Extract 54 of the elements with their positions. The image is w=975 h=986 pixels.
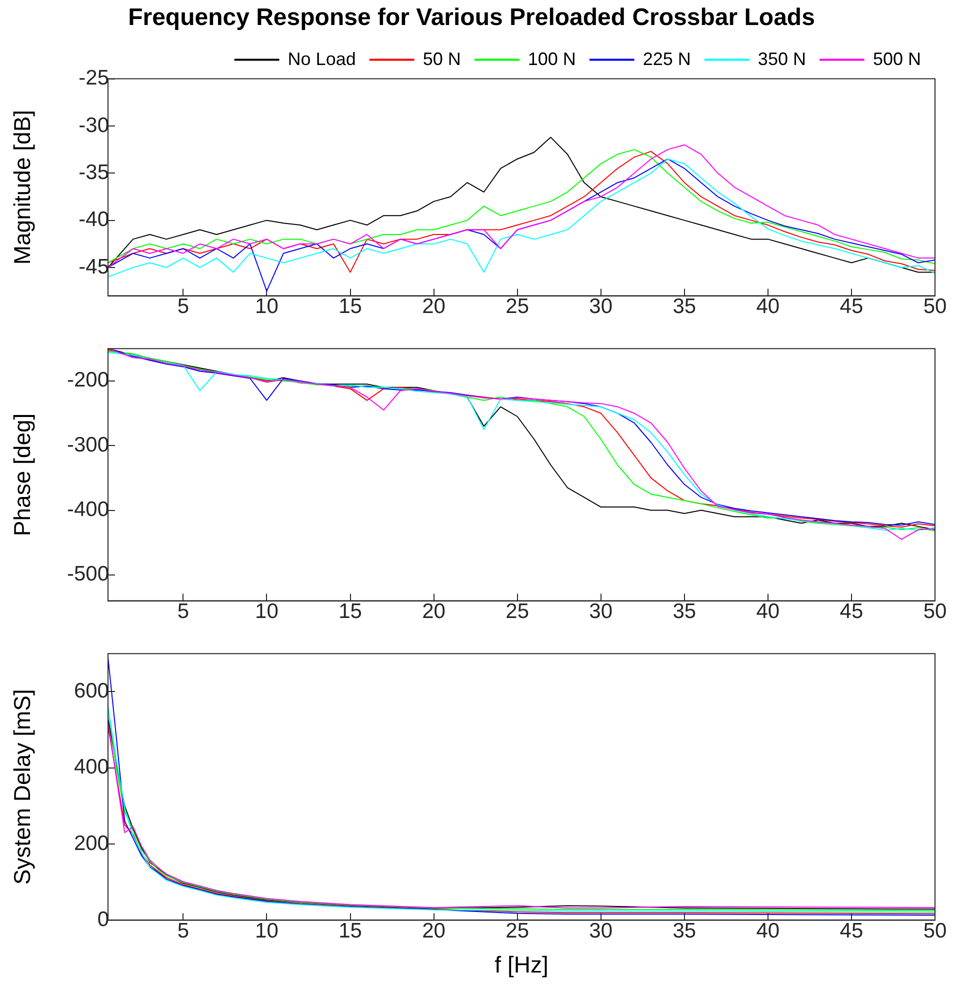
y-tick-label: -45 [78,255,109,278]
y-tick-label: -40 [78,208,109,232]
x-tick-label: 50 [923,920,947,943]
legend-label: 50 N [422,48,461,69]
y-tick-label: -25 [78,66,109,90]
x-tick-label: 35 [672,295,696,318]
x-tick-label: 25 [506,600,530,624]
chart-title: Frequency Response for Various Preloaded Crossbar Loads [128,4,815,32]
legend-label: 500 N [872,48,922,69]
x-axis-title: f [Hz] [494,952,548,978]
x-tick-label: 25 [506,920,530,943]
legend-label: 350 N [758,48,806,69]
x-tick-label: 30 [589,600,613,624]
x-tick-label: 35 [672,920,696,943]
y-tick-label: -300 [66,433,109,456]
x-tick-label: 10 [255,600,278,624]
x-tick-label: 10 [255,920,278,943]
y-axis-title: Phase [deg] [9,413,36,536]
x-tick-label: 20 [422,600,446,624]
y-tick-label: -200 [66,368,109,392]
y-axis-title: Magnitude [dB] [9,110,36,265]
x-tick-label: 25 [506,295,530,318]
x-tick-label: 5 [177,920,190,943]
x-tick-label: 40 [756,600,780,624]
y-tick-label: -400 [66,498,109,522]
x-tick-label: 20 [422,295,446,318]
x-tick-label: 50 [923,295,947,318]
x-tick-label: 45 [840,295,864,318]
x-tick-label: 20 [422,920,446,943]
x-tick-label: 40 [756,920,780,943]
x-tick-label: 5 [177,600,190,624]
x-tick-label: 15 [338,920,362,943]
x-tick-label: 15 [338,600,362,624]
x-tick-label: 15 [338,295,362,318]
y-axis-title: System Delay [mS] [9,689,36,885]
x-tick-label: 40 [756,295,780,318]
legend-label: 100 N [528,48,576,69]
y-tick-label: 200 [74,832,109,855]
legend-label: 225 N [642,48,691,69]
x-tick-label: 10 [255,295,278,318]
y-tick-label: -30 [78,114,109,137]
y-tick-label: -500 [66,562,109,586]
legend-label: No Load [288,48,356,69]
x-tick-label: 45 [840,920,864,943]
x-tick-label: 30 [589,295,613,318]
x-tick-label: 35 [672,600,696,624]
y-tick-label: 400 [74,756,109,779]
x-tick-label: 45 [840,600,864,624]
y-tick-label: -35 [78,160,109,184]
x-tick-label: 30 [589,920,613,943]
y-tick-label: 0 [97,908,109,931]
x-tick-label: 5 [177,295,190,318]
y-tick-label: 600 [74,679,109,702]
x-tick-label: 50 [923,600,947,624]
